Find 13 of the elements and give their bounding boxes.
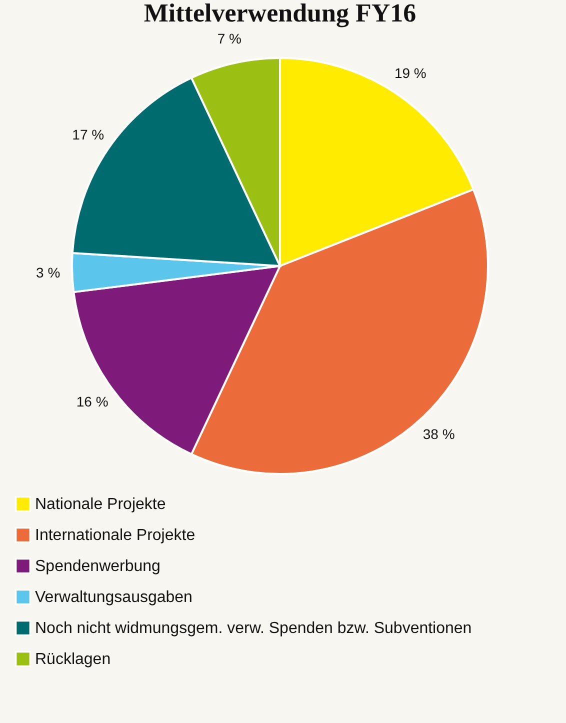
legend-label: Verwaltungsausgaben bbox=[35, 589, 192, 606]
data-label: 38 % bbox=[422, 426, 455, 442]
legend-label: Rücklagen bbox=[35, 651, 111, 668]
data-label: 7 % bbox=[217, 30, 242, 47]
legend-label: Internationale Projekte bbox=[35, 527, 196, 544]
legend-label: Noch nicht widmungsgem. verw. Spenden bzw. Subventionen bbox=[35, 620, 472, 637]
legend-label: Nationale Projekte bbox=[35, 496, 166, 513]
legend-label: Spendenwerbung bbox=[35, 558, 160, 575]
data-label: 3 % bbox=[36, 264, 60, 280]
chart-title: Mittelverwendung FY16 bbox=[144, 0, 416, 28]
data-label: 17 % bbox=[72, 126, 104, 143]
data-label: 19 % bbox=[394, 65, 426, 82]
data-label: 16 % bbox=[76, 393, 108, 410]
